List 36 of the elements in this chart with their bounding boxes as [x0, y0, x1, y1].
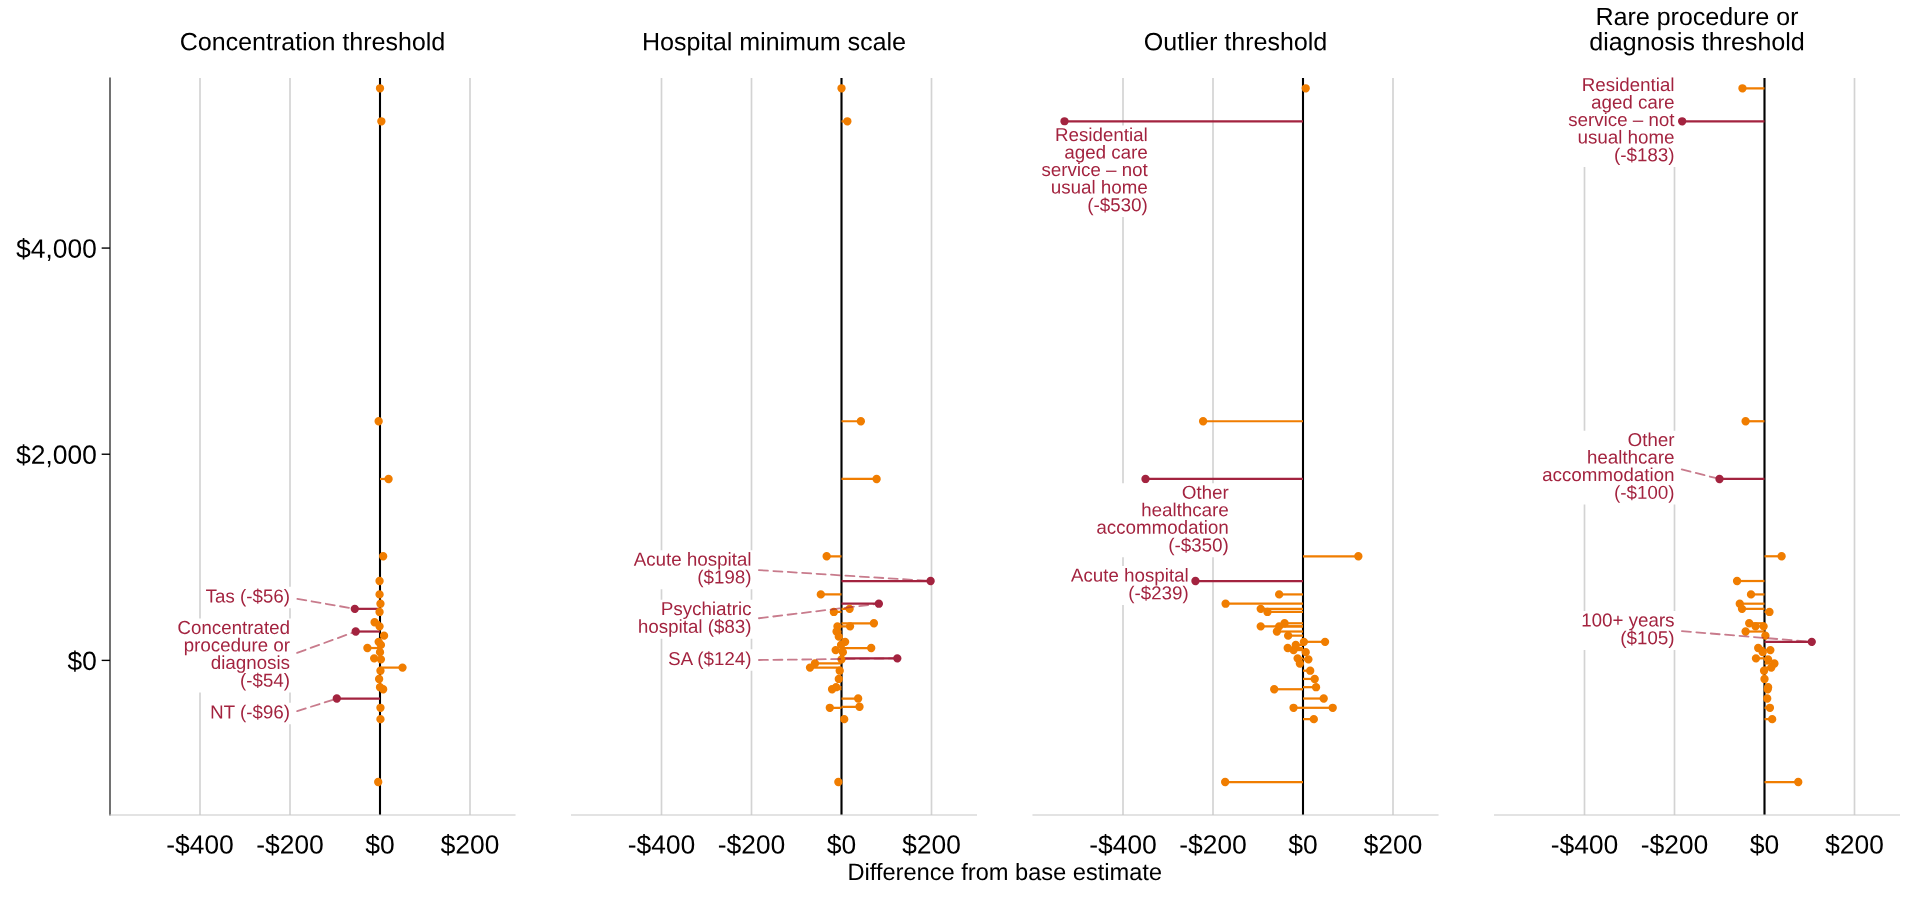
- annotation: Psychiatric hospital ($83): [639, 601, 752, 637]
- annotation: NT (-$96): [211, 704, 289, 723]
- annotation: Other healthcare accommodation (-$350): [1097, 485, 1229, 556]
- chart-title: Concentration threshold: [181, 32, 444, 51]
- chart-title: Outlier threshold: [1144, 32, 1326, 51]
- x-tick-label: -$400: [1090, 834, 1156, 856]
- annotation: Acute hospital (-$239): [1070, 567, 1188, 604]
- x-tick-label: $200: [440, 834, 499, 856]
- x-tick-label: $0: [365, 834, 394, 856]
- x-tick-label: $0: [1288, 834, 1317, 856]
- chart-title: Rare procedure or diagnosis threshold: [1590, 6, 1804, 56]
- x-tick-label: $200: [1363, 834, 1422, 856]
- x-tick-label: $200: [902, 834, 960, 856]
- annotation: Tas (-$56): [206, 588, 289, 607]
- annotation: SA ($124): [668, 651, 751, 669]
- x-tick-label: -$200: [257, 834, 323, 856]
- x-tick-label: -$400: [628, 834, 695, 856]
- x-tick-label: $0: [1750, 834, 1779, 856]
- annotation: Acute hospital ($198): [633, 552, 751, 588]
- y-tick-label: $2,000: [16, 444, 96, 468]
- x-tick-label: -$200: [1641, 834, 1708, 856]
- annotation: 100+ years ($105): [1582, 613, 1674, 649]
- x-tick-label: -$200: [718, 834, 785, 856]
- x-axis-title: Difference from base estimate: [849, 862, 1161, 881]
- chart-title: Hospital minimum scale: [644, 32, 905, 56]
- x-tick-label: $200: [1825, 834, 1883, 856]
- annotation: Residential aged care service – not usual home (-$183): [1568, 77, 1675, 166]
- x-tick-label: -$400: [1551, 834, 1618, 856]
- x-tick-label: -$400: [167, 834, 233, 856]
- annotation: Other healthcare accommodation (-$100): [1542, 432, 1675, 503]
- y-tick-label: $0: [67, 650, 96, 672]
- x-tick-label: -$200: [1180, 834, 1246, 856]
- annotation: Residential aged care service – not usual home (-$530): [1041, 127, 1148, 216]
- annotation: Concentrated procedure or diagnosis (-$54): [178, 620, 290, 691]
- x-tick-label: $0: [827, 834, 856, 856]
- y-tick-label: $4,000: [16, 238, 96, 262]
